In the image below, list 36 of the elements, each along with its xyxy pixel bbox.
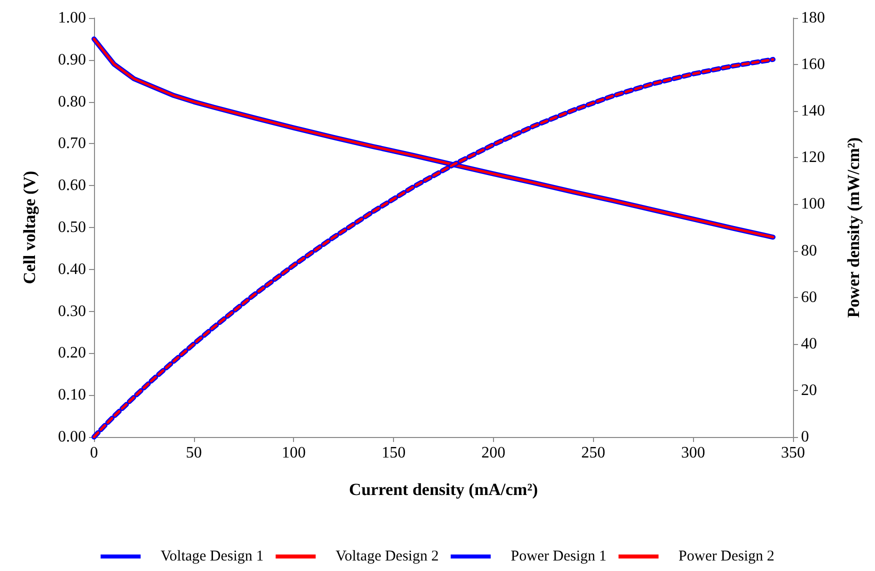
y-tick-label: 0.70 [58, 135, 86, 152]
y2-tick-label: 100 [801, 196, 825, 213]
y-tick-label: 0.50 [58, 219, 86, 236]
y2-tick-label: 60 [801, 288, 817, 306]
y-tick-label: 0.00 [58, 428, 86, 446]
legend-label: Voltage Design 2 [336, 548, 439, 564]
y-tick-label: 0.90 [58, 51, 86, 68]
y2-tick-label: 0 [801, 428, 809, 446]
y-tick-label: 0.40 [58, 260, 86, 278]
x-tick-label: 0 [90, 444, 98, 462]
y2-tick-label: 80 [801, 242, 817, 260]
x-axis-title: Current density (mA/cm²) [349, 480, 538, 499]
y-tick-label: 0.60 [58, 177, 86, 194]
y-axis-title: Cell voltage (V) [20, 170, 39, 284]
y-tick-label: 0.10 [58, 386, 86, 404]
x-tick-label: 350 [781, 444, 805, 462]
y-tick-label: 1.00 [58, 10, 86, 26]
x-tick-label: 300 [681, 444, 706, 462]
x-tick-label: 200 [481, 444, 506, 462]
y-tick-label: 0.80 [58, 93, 86, 110]
y2-tick-label: 140 [801, 102, 825, 120]
y2-tick-label: 180 [801, 10, 825, 26]
y2-axis-title: Power density (mW/cm²) [844, 137, 863, 318]
y-tick-label: 0.30 [58, 302, 86, 320]
legend-label: Voltage Design 1 [160, 548, 264, 564]
x-tick-label: 50 [186, 444, 202, 462]
x-tick-label: 250 [581, 444, 606, 462]
x-tick-label: 150 [382, 444, 406, 462]
y-tick-label: 0.20 [58, 344, 86, 362]
y2-tick-label: 160 [801, 56, 825, 74]
legend-label: Power Design 1 [510, 548, 607, 564]
y2-tick-label: 20 [801, 382, 817, 399]
y2-tick-label: 120 [801, 149, 825, 166]
legend-label: Power Design 2 [678, 548, 774, 564]
y2-tick-label: 40 [801, 335, 817, 352]
x-tick-label: 100 [282, 444, 306, 462]
